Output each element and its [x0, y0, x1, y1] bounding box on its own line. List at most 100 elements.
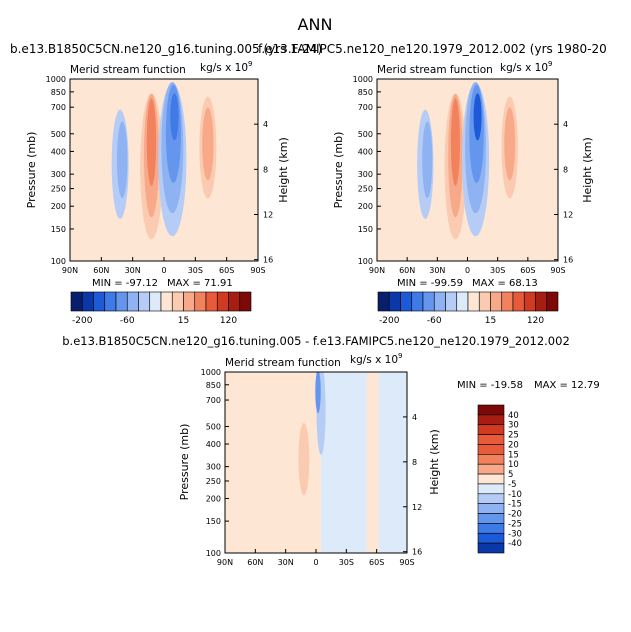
- legend-label: -10: [508, 490, 522, 500]
- colorbar-tick-label: -200: [379, 316, 400, 326]
- x-tick-label: 60S: [219, 266, 234, 275]
- x-tick-label: 90S: [550, 266, 565, 275]
- y-tick-label: 200: [358, 202, 373, 211]
- y-tick-label: 150: [51, 225, 66, 234]
- x-tick-label: 60N: [247, 558, 263, 567]
- colorbar-swatch: [388, 291, 401, 312]
- x-tick-label: 30N: [125, 266, 141, 275]
- colorbar-swatch: [456, 291, 469, 312]
- panel-3-units: kg/s x 109: [350, 352, 402, 366]
- y-tick-label: 400: [51, 147, 66, 156]
- y-right-tick-label: 16: [412, 548, 422, 557]
- colorbar-swatch: [467, 291, 480, 312]
- y-right-tick-label: 16: [563, 256, 573, 265]
- legend-swatch: [477, 532, 505, 544]
- y-right-tick-label: 12: [263, 210, 273, 219]
- legend-label: -30: [508, 529, 522, 539]
- legend-label: -25: [508, 519, 522, 529]
- y-tick-label: 1000: [353, 75, 373, 84]
- panel-2-title: f.e13.FAMIPC5.ne120_ne120.1979_2012.002 …: [258, 42, 607, 56]
- x-tick-label: 60N: [399, 266, 415, 275]
- legend-label: -15: [508, 500, 522, 510]
- y-tick-label: 500: [358, 130, 373, 139]
- y-tick-label: 250: [206, 477, 221, 486]
- panel-3-axes: 100 150 200 250 300 400 500 700 850 1000 90N 60N 30N…: [201, 368, 423, 567]
- x-tick-label: 30S: [339, 558, 354, 567]
- colorbar-swatch: [228, 291, 241, 312]
- colorbar-swatch: [81, 291, 94, 312]
- panel-1-y-label: Pressure (mb): [25, 132, 38, 209]
- y-tick-label: 400: [206, 440, 221, 449]
- y-tick-label: 200: [206, 495, 221, 504]
- panel-2-axes: 100 150 200 250 300 400 500 700 850 1000 90N 60N 30N…: [353, 75, 574, 275]
- x-tick-label: 60S: [369, 558, 384, 567]
- field-contour-negative: [473, 93, 482, 141]
- panel-3-field: [225, 372, 407, 553]
- panel-2-max-label: MAX = 68.13: [472, 278, 538, 289]
- y-right-tick-label: 4: [563, 120, 568, 129]
- legend-label: 25: [508, 431, 519, 441]
- legend-swatch: [477, 503, 505, 514]
- colorbar-swatch: [70, 291, 83, 312]
- panel-2-y-right-label: Height (km): [581, 137, 594, 203]
- field-contour-positive: [450, 98, 460, 186]
- x-tick-label: 90N: [217, 558, 233, 567]
- x-tick-label: 30S: [188, 266, 203, 275]
- field-contour-negative: [315, 372, 321, 414]
- legend-label: 30: [508, 421, 519, 431]
- colorbar-swatch: [239, 291, 252, 312]
- y-tick-label: 150: [358, 225, 373, 234]
- legend-swatch: [477, 493, 505, 504]
- panel-1-title: b.e13.B1850C5CN.ne120_g16.tuning.005 (yr…: [10, 42, 322, 56]
- y-tick-label: 250: [358, 185, 373, 194]
- y-tick-label: 850: [51, 88, 66, 97]
- panel-3-y-right-label: Height (km): [428, 429, 441, 495]
- colorbar-swatch: [93, 291, 106, 312]
- x-tick-label: 90N: [62, 266, 78, 275]
- panel-3-title: b.e13.B1850C5CN.ne120_g16.tuning.005 - f…: [62, 334, 570, 348]
- y-tick-label: 700: [51, 103, 66, 112]
- y-tick-label: 700: [358, 103, 373, 112]
- field-contour-negative: [116, 121, 128, 198]
- panel-2-min-label: MIN = -99.59: [397, 278, 463, 289]
- y-right-tick-label: 8: [263, 165, 268, 174]
- panel-1-min-label: MIN = -97.12: [92, 278, 158, 289]
- panel-3-min-label: MIN = -19.58: [457, 380, 523, 391]
- y-right-tick-label: 8: [412, 458, 417, 467]
- y-right-tick-label: 12: [412, 503, 422, 512]
- colorbar-swatch: [411, 291, 424, 312]
- colorbar-swatch: [433, 291, 446, 312]
- x-tick-label: 30S: [490, 266, 505, 275]
- field-contour-negative: [170, 93, 179, 141]
- y-tick-label: 300: [51, 170, 66, 179]
- colorbar-tick-label: 120: [527, 316, 544, 326]
- x-tick-label: 90S: [250, 266, 265, 275]
- colorbar-swatch: [194, 291, 207, 312]
- panel-3-y-label: Pressure (mb): [178, 424, 191, 501]
- y-right-tick-label: 4: [263, 120, 268, 129]
- y-tick-label: 100: [358, 257, 373, 266]
- x-tick-label: 30N: [278, 558, 294, 567]
- panel-2-colorbar: -200 -60 15 120: [377, 291, 559, 326]
- x-tick-label: 60N: [93, 266, 109, 275]
- colorbar-swatch: [216, 291, 229, 312]
- panel-2-y-label: Pressure (mb): [332, 132, 345, 209]
- colorbar-swatch: [445, 291, 458, 312]
- colorbar-tick-label: 15: [178, 316, 189, 326]
- field-contour-positive: [298, 422, 310, 496]
- colorbar-swatch: [422, 291, 435, 312]
- colorbar-swatch: [501, 291, 514, 312]
- panel-3-max-label: MAX = 12.79: [534, 380, 600, 391]
- colorbar-tick-label: -60: [120, 316, 135, 326]
- panel-1-axes: 100 150 200 250 300 400 500 700 850 1000 90N 60N 30N…: [46, 75, 274, 275]
- legend-swatch: [477, 444, 505, 455]
- field-contour-positive: [504, 107, 516, 181]
- field-contour-negative: [321, 372, 367, 553]
- page-title: ANN: [298, 15, 333, 34]
- field-contour-negative: [378, 372, 407, 553]
- y-right-tick-label: 12: [563, 210, 573, 219]
- colorbar-tick-label: 120: [220, 316, 237, 326]
- colorbar-swatch: [183, 291, 196, 312]
